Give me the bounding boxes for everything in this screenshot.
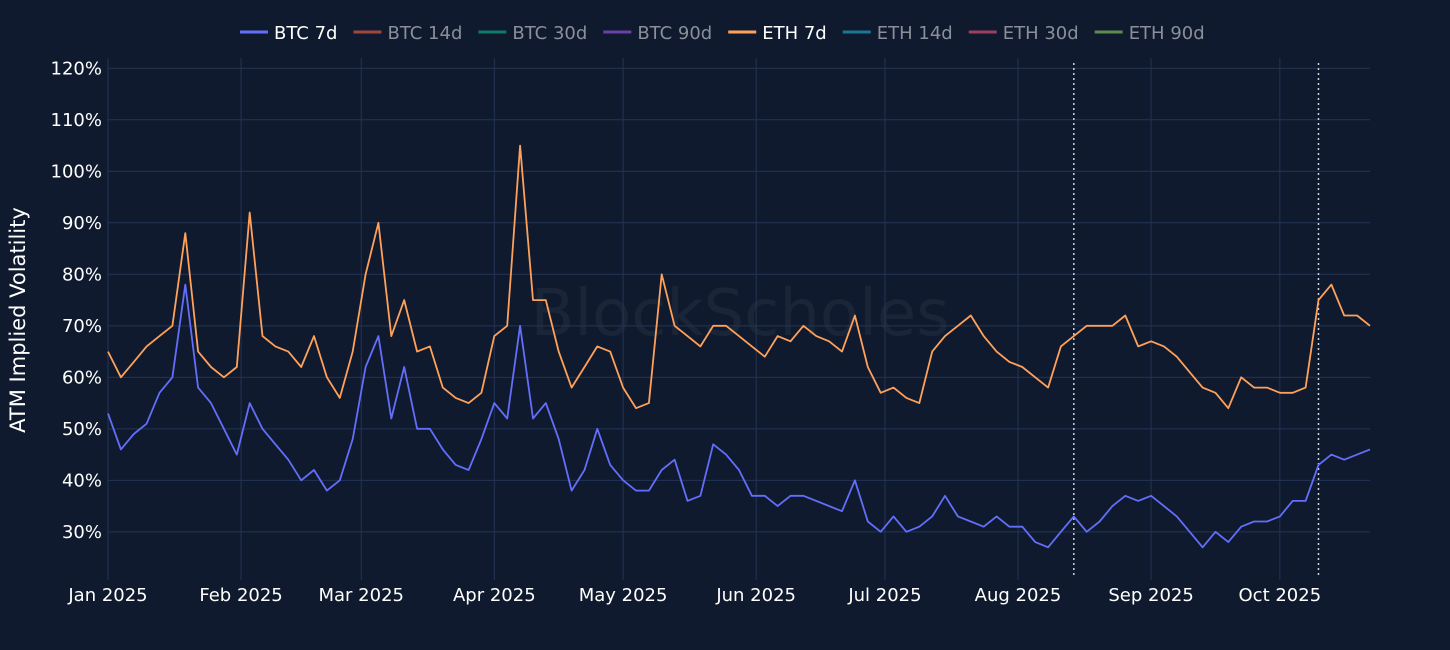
x-tick-label: Jul 2025 — [847, 585, 921, 606]
y-tick-label: 60% — [62, 367, 102, 388]
y-axis-label: ATM Implied Volatility — [6, 207, 30, 433]
legend-label: BTC 14d — [387, 23, 462, 44]
y-tick-label: 50% — [62, 419, 102, 440]
x-tick-label: Apr 2025 — [453, 585, 536, 606]
x-tick-label: Oct 2025 — [1239, 585, 1322, 606]
y-tick-label: 30% — [62, 522, 102, 543]
x-tick-label: Feb 2025 — [199, 585, 282, 606]
watermark-logo: BlockScholes — [530, 277, 949, 351]
legend-label: BTC 7d — [274, 23, 337, 44]
legend-label: ETH 30d — [1003, 23, 1079, 44]
x-tick-label: May 2025 — [579, 585, 668, 606]
x-tick-label: Jun 2025 — [715, 585, 796, 606]
series-lines — [107, 144, 1371, 549]
legend[interactable]: BTC 7d BTC 14d BTC 30d BTC 90d ETH 7d ETH 14d… — [240, 23, 1205, 44]
y-tick-label: 110% — [51, 110, 102, 131]
y-tick-label: 90% — [62, 213, 102, 234]
y-tick-label: 100% — [51, 161, 102, 182]
x-axis: Jan 2025 Feb 2025 Mar 2025 Apr 2025 May 2025… — [67, 585, 1321, 606]
series-line-eth-7d — [107, 144, 1371, 410]
x-tick-label: Sep 2025 — [1108, 585, 1193, 606]
legend-item-btc-90d[interactable]: BTC 90d — [603, 23, 712, 44]
x-tick-label: Mar 2025 — [319, 585, 405, 606]
legend-label: ETH 14d — [877, 23, 953, 44]
y-tick-label: 120% — [51, 58, 102, 79]
legend-item-btc-14d[interactable]: BTC 14d — [353, 23, 462, 44]
legend-item-btc-7d[interactable]: BTC 7d — [240, 23, 337, 44]
y-tick-label: 80% — [62, 264, 102, 285]
legend-item-btc-30d[interactable]: BTC 30d — [478, 23, 587, 44]
y-tick-label: 70% — [62, 316, 102, 337]
series-line-btc-7d — [107, 283, 1371, 549]
grid — [107, 58, 1370, 580]
legend-label: ETH 7d — [762, 23, 827, 44]
x-tick-label: Jan 2025 — [67, 585, 147, 606]
y-tick-label: 40% — [62, 470, 102, 491]
legend-item-eth-30d[interactable]: ETH 30d — [968, 23, 1079, 44]
y-axis: 30% 40% 50% 60% 70% 80% 90% 100% 110% 120% — [51, 58, 102, 543]
legend-item-eth-90d[interactable]: ETH 90d — [1094, 23, 1205, 44]
legend-item-eth-7d[interactable]: ETH 7d — [728, 23, 827, 44]
x-tick-label: Aug 2025 — [975, 585, 1062, 606]
legend-label: ETH 90d — [1129, 23, 1205, 44]
legend-item-eth-14d[interactable]: ETH 14d — [842, 23, 953, 44]
vertical-markers — [1073, 63, 1320, 578]
legend-label: BTC 90d — [637, 23, 712, 44]
legend-label: BTC 30d — [512, 23, 587, 44]
